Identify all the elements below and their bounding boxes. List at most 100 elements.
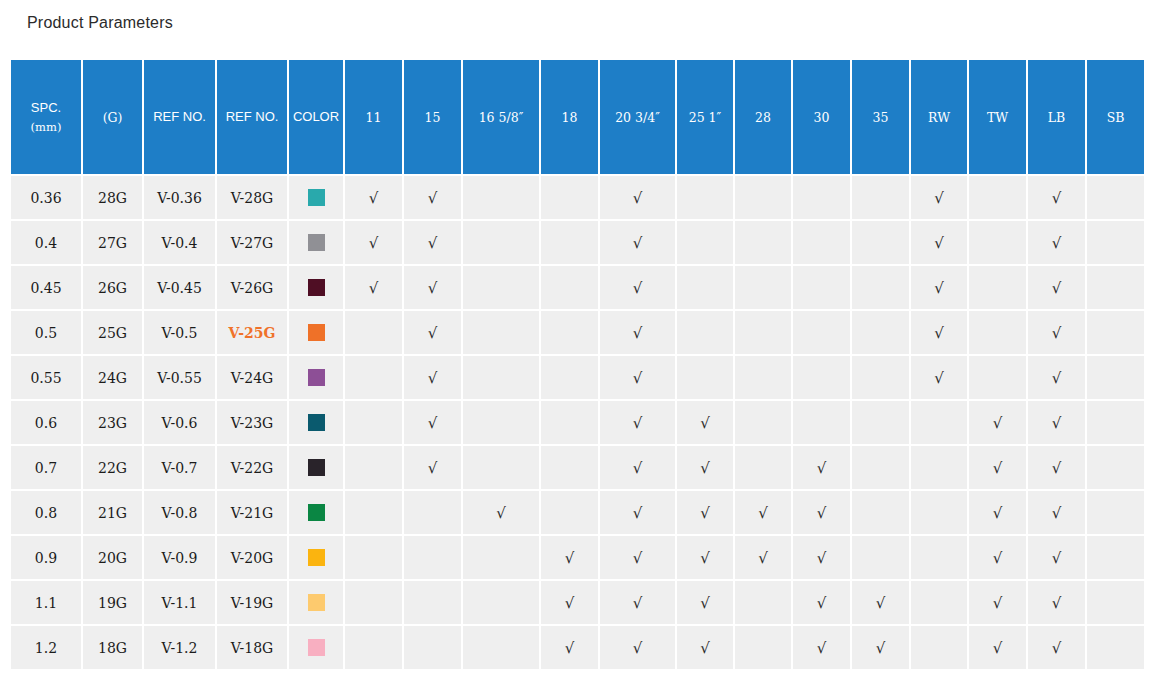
check-cell-s28	[735, 446, 791, 489]
check-icon: √	[700, 414, 710, 432]
color-swatch-icon	[308, 189, 325, 206]
check-cell-sb	[1087, 581, 1144, 624]
check-cell-s35: √	[852, 581, 909, 624]
check-cell-s18	[541, 401, 598, 444]
spc-cell: 0.8	[11, 491, 81, 534]
check-cell-s20: √	[600, 581, 675, 624]
check-cell-s28	[735, 401, 791, 444]
check-cell-s28: √	[735, 536, 791, 579]
check-cell-s30	[793, 311, 850, 354]
check-icon: √	[817, 504, 827, 522]
check-icon: √	[565, 639, 575, 657]
check-cell-s35	[852, 176, 909, 219]
column-sublabel: (mm)	[11, 120, 81, 134]
check-cell-s16	[463, 536, 539, 579]
check-cell-sb	[1087, 536, 1144, 579]
ref-no-1-cell: V-0.55	[144, 356, 215, 399]
check-cell-lb: √	[1028, 266, 1085, 309]
color-swatch-icon	[308, 414, 325, 431]
check-cell-sb	[1087, 311, 1144, 354]
check-cell-s30: √	[793, 446, 850, 489]
column-label: (G)	[83, 110, 142, 125]
check-cell-s25: √	[677, 626, 733, 669]
ref-no-2-cell: V-26G	[217, 266, 287, 309]
check-icon: √	[565, 549, 575, 567]
check-cell-s35	[852, 266, 909, 309]
check-cell-s16: √	[463, 491, 539, 534]
check-icon: √	[369, 189, 379, 207]
check-cell-s18	[541, 491, 598, 534]
check-cell-s15	[404, 491, 461, 534]
column-label: TW	[969, 110, 1026, 125]
check-cell-s20: √	[600, 356, 675, 399]
check-cell-s11	[345, 311, 402, 354]
check-cell-s11	[345, 491, 402, 534]
color-swatch-icon	[308, 369, 325, 386]
column-header-tw: TW	[969, 60, 1026, 174]
color-swatch-icon	[308, 234, 325, 251]
check-cell-s35: √	[852, 626, 909, 669]
column-header-ref_no_2: REF NO.	[217, 60, 287, 174]
check-cell-s28	[735, 626, 791, 669]
check-icon: √	[369, 234, 379, 252]
check-cell-s30	[793, 176, 850, 219]
gauge-cell: 18G	[83, 626, 142, 669]
check-cell-rw: √	[911, 356, 967, 399]
column-label: SB	[1087, 110, 1144, 125]
check-cell-rw: √	[911, 176, 967, 219]
check-cell-rw: √	[911, 311, 967, 354]
column-label: 15	[404, 110, 461, 125]
check-icon: √	[876, 594, 886, 612]
check-icon: √	[1052, 279, 1062, 297]
page-title: Product Parameters	[27, 14, 173, 32]
gauge-cell: 25G	[83, 311, 142, 354]
color-swatch-icon	[308, 324, 325, 341]
check-cell-rw	[911, 446, 967, 489]
check-icon: √	[1052, 504, 1062, 522]
gauge-cell: 26G	[83, 266, 142, 309]
check-icon: √	[633, 324, 643, 342]
check-cell-tw: √	[969, 581, 1026, 624]
column-header-color: COLOR	[289, 60, 343, 174]
gauge-cell: 23G	[83, 401, 142, 444]
check-cell-rw: √	[911, 266, 967, 309]
ref-no-2-cell: V-18G	[217, 626, 287, 669]
check-cell-s25: √	[677, 491, 733, 534]
check-icon: √	[934, 279, 944, 297]
check-cell-s25	[677, 176, 733, 219]
check-icon: √	[993, 594, 1003, 612]
check-cell-s18	[541, 311, 598, 354]
check-cell-s20: √	[600, 626, 675, 669]
check-icon: √	[934, 324, 944, 342]
table-row: 1.119GV-1.1V-19G√√√√√√√	[11, 581, 1144, 624]
check-cell-s20: √	[600, 311, 675, 354]
check-cell-s11	[345, 536, 402, 579]
ref-no-2-cell: V-24G	[217, 356, 287, 399]
check-cell-sb	[1087, 221, 1144, 264]
check-icon: √	[993, 504, 1003, 522]
check-cell-s18: √	[541, 536, 598, 579]
color-cell	[289, 401, 343, 444]
check-icon: √	[633, 504, 643, 522]
check-cell-tw: √	[969, 446, 1026, 489]
check-cell-s16	[463, 311, 539, 354]
color-cell	[289, 581, 343, 624]
check-cell-s30	[793, 221, 850, 264]
check-cell-s28	[735, 176, 791, 219]
table-row: 0.920GV-0.9V-20G√√√√√√√	[11, 536, 1144, 579]
check-cell-s25: √	[677, 536, 733, 579]
check-icon: √	[428, 414, 438, 432]
ref-no-1-cell: V-0.7	[144, 446, 215, 489]
table-row: 1.218GV-1.2V-18G√√√√√√√	[11, 626, 1144, 669]
check-icon: √	[934, 369, 944, 387]
check-icon: √	[633, 279, 643, 297]
check-icon: √	[1052, 459, 1062, 477]
color-cell	[289, 176, 343, 219]
ref-no-2-cell: V-23G	[217, 401, 287, 444]
color-swatch-icon	[308, 459, 325, 476]
spc-cell: 0.5	[11, 311, 81, 354]
check-cell-s15: √	[404, 176, 461, 219]
ref-no-2-cell: V-21G	[217, 491, 287, 534]
column-label: 28	[735, 110, 791, 125]
check-cell-s30	[793, 266, 850, 309]
